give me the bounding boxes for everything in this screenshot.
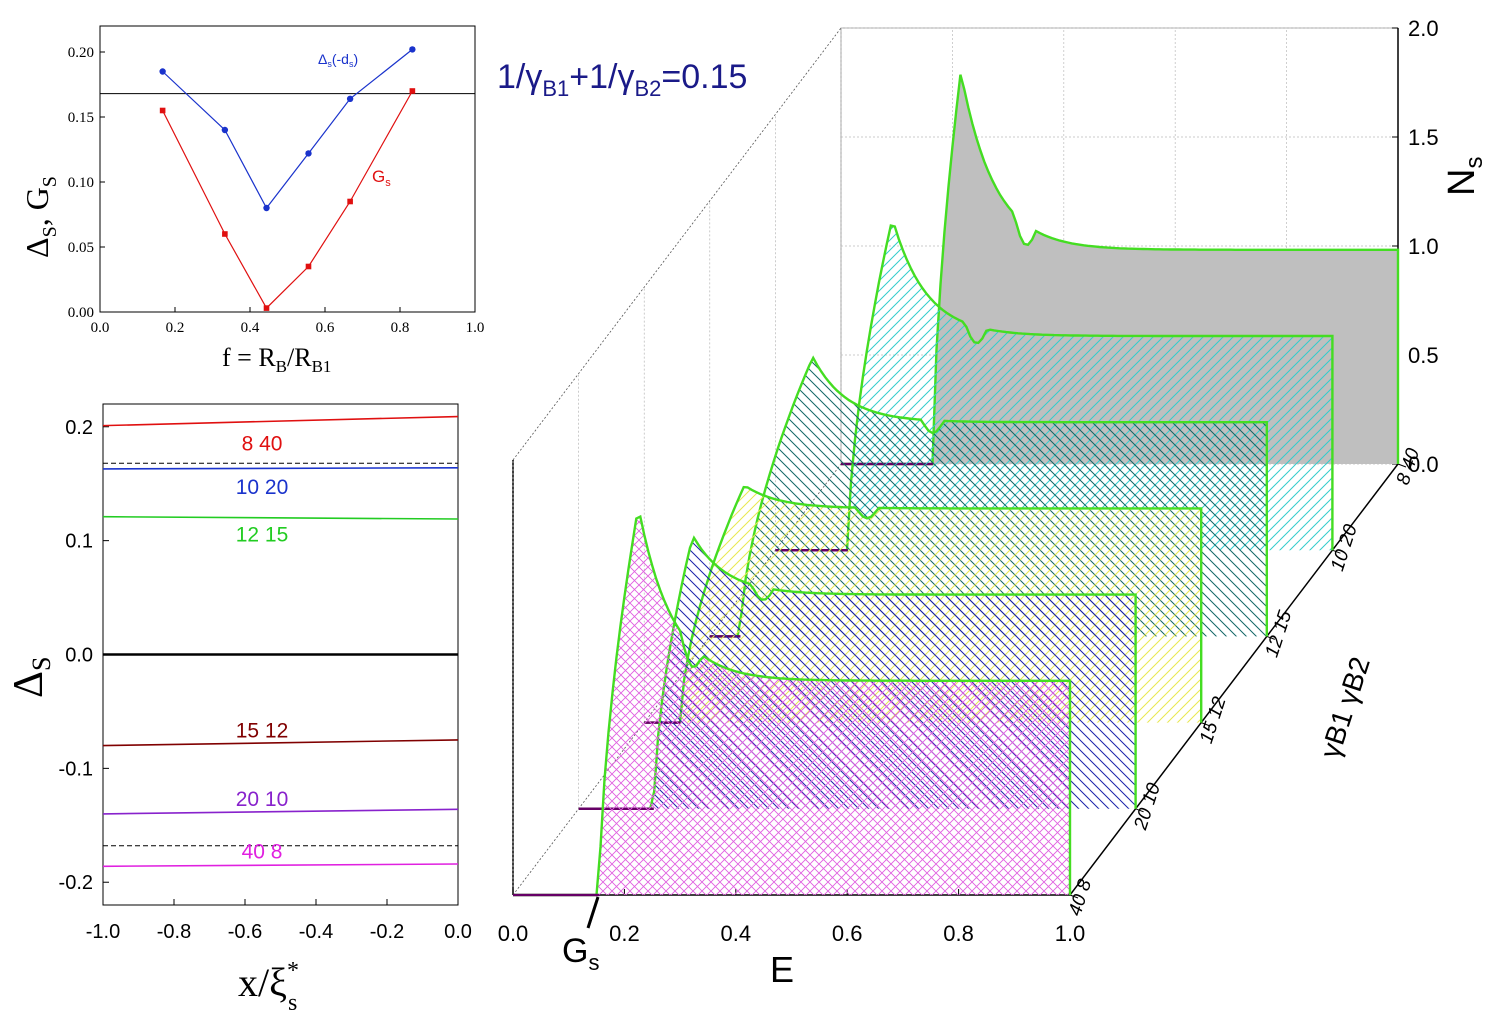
- z-tick-label: 1.5: [1408, 125, 1439, 150]
- tl-point: [409, 88, 416, 94]
- bl-series-label: 20 10: [236, 788, 289, 811]
- bl-axes: [102, 403, 459, 906]
- tl-axes: [99, 25, 476, 313]
- bl-ytick-label: 0.0: [65, 645, 93, 667]
- slice-curve: [709, 355, 1268, 638]
- main-x-axis-title: E: [770, 949, 794, 990]
- z-tick-label: 0.0: [1408, 452, 1439, 477]
- bl-xtick-label: -0.4: [299, 921, 333, 943]
- bl-series-line: [102, 808, 459, 815]
- bl-series-label: 8 40: [242, 433, 283, 456]
- depth-axis-title: γB1 γB2: [1314, 653, 1376, 762]
- bl-series-line: [102, 739, 459, 747]
- slice-curve: [513, 514, 1072, 897]
- main-z-axis-title: Ns: [1441, 157, 1488, 196]
- z-tick-label: 1.0: [1408, 234, 1439, 259]
- tl-point: [347, 198, 353, 205]
- gap-vs-f-panel: 0.0 0.2 0.4 0.6 0.8 1.0 0.00 0.05 0.10 0.15 0.20 Δ…: [19, 25, 485, 376]
- tl-tick-labels: 0.0 0.2 0.4 0.6 0.8 1.0 0.00 0.05 0.10 0.15 0.20: [68, 45, 485, 336]
- tl-y-axis-title: ΔS, GS: [19, 176, 61, 258]
- tl-ytick-label: 0.20: [68, 45, 94, 61]
- bl-tick-labels: -1.0 -0.8 -0.6 -0.4 -0.2 0.0 0.2 0.1 0.0 -0.1 -0.2: [59, 417, 472, 943]
- slice-curve: [644, 485, 1203, 724]
- e-tick-label: 0.0: [498, 921, 529, 946]
- tl-ytick-label: 0.05: [68, 240, 94, 256]
- m-slices: [513, 74, 1400, 897]
- series-label-gs: Gs: [372, 167, 391, 189]
- tl-ytick-label: 0.10: [68, 175, 94, 191]
- bl-series-line: [102, 863, 459, 868]
- bl-ytick-label: 0.2: [65, 417, 93, 439]
- bl-series: 8 40 10 20 12 15 15 12 20 10 40 8: [102, 415, 459, 868]
- bl-series-label: 12 15: [236, 524, 289, 547]
- depth-tick-mark: [1069, 894, 1079, 899]
- bl-xtick-label: -1.0: [86, 921, 120, 943]
- tl-point: [305, 263, 312, 270]
- bl-xtick-label: -0.8: [157, 921, 191, 943]
- tl-point: [159, 107, 166, 114]
- bl-xtick-label: -0.2: [370, 921, 404, 943]
- bl-ytick-label: -0.2: [59, 872, 93, 894]
- e-tick-label: 1.0: [1055, 921, 1086, 946]
- e-tick-label: 0.6: [832, 921, 863, 946]
- bl-xtick-label: -0.6: [228, 921, 262, 943]
- depth-tick-mark: [1332, 549, 1341, 554]
- bl-series-line: [102, 466, 459, 470]
- bl-ytick-label: 0.1: [65, 531, 93, 553]
- tl-xtick-label: 0.4: [241, 320, 260, 336]
- tl-series-line: [162, 48, 413, 210]
- dos-3d-panel: 0.0 0.2 0.4 0.6 0.8 1.00.00.51.01.52.040 820 …: [497, 16, 1488, 990]
- gs-pointer: [586, 896, 600, 929]
- bl-series-line: [102, 415, 459, 427]
- z-tick-label: 0.5: [1408, 343, 1439, 368]
- tl-point: [409, 46, 416, 53]
- tl-point: [263, 305, 270, 311]
- bl-series-label: 40 8: [242, 840, 283, 863]
- tl-ytick-label: 0.15: [68, 110, 94, 126]
- tl-xtick-label: 0.6: [316, 320, 335, 336]
- tl-frame: [99, 25, 476, 313]
- bl-series-line: [102, 515, 459, 520]
- depth-tick-mark: [1266, 635, 1275, 640]
- wall-top-edge: [512, 27, 842, 461]
- slice-curve: [775, 224, 1334, 552]
- bl-series-label: 10 20: [236, 476, 289, 499]
- tl-ytick-label: 0.00: [68, 305, 94, 321]
- bl-series-label: 15 12: [236, 720, 289, 743]
- bl-ytick-label: -0.1: [59, 758, 93, 780]
- tl-point: [346, 95, 354, 103]
- tl-point: [263, 204, 270, 212]
- main-title: 1/γB1+1/γB2=0.15: [497, 58, 747, 101]
- tl-xtick-label: 0.0: [91, 320, 110, 336]
- z-tick-label: 2.0: [1408, 16, 1439, 41]
- gs-marker-label: Gs: [562, 932, 599, 975]
- tl-point: [222, 231, 228, 237]
- tl-xtick-label: 0.8: [391, 320, 410, 336]
- gap-profile-panel: -1.0 -0.8 -0.6 -0.4 -0.2 0.0 0.2 0.1 0.0 -0.1 -0.2…: [6, 403, 472, 1016]
- depth-tick-mark: [1397, 463, 1407, 468]
- tl-xtick-label: 0.2: [166, 320, 185, 336]
- tl-series-line: [162, 90, 413, 310]
- depth-tick-mark: [1201, 722, 1210, 727]
- tl-point: [305, 150, 312, 157]
- series-label-delta: Δs(-ds): [318, 51, 358, 69]
- bl-xtick-label: 0.0: [444, 921, 472, 943]
- bl-x-axis-title: x/ξ* s: [238, 958, 299, 1016]
- bl-y-axis-title: ΔS: [6, 657, 56, 698]
- tl-series: [159, 46, 416, 311]
- e-tick-label: 0.4: [721, 921, 752, 946]
- e-tick-label: 0.2: [609, 921, 640, 946]
- tl-xtick-label: 1.0: [466, 320, 485, 336]
- e-tick-label: 0.8: [943, 921, 974, 946]
- tl-point: [221, 126, 229, 134]
- tl-x-axis-title: f = RB/RB1: [222, 343, 331, 376]
- tl-point: [159, 68, 166, 75]
- depth-axis: [1069, 463, 1399, 896]
- slice-fill: [513, 516, 1070, 895]
- depth-tick-mark: [1135, 808, 1144, 813]
